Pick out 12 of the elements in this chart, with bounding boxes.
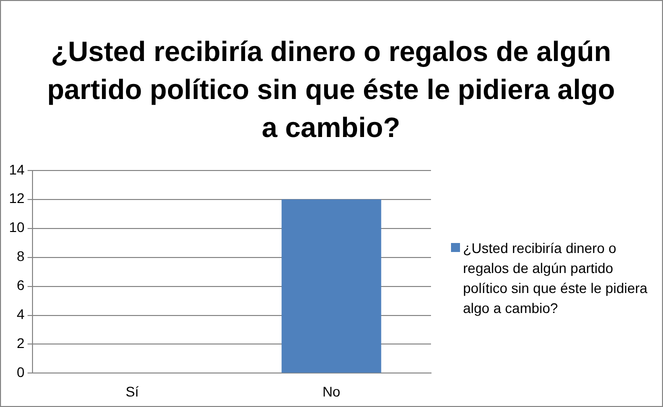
x-tick-label: No: [322, 383, 341, 400]
y-tick-label: 10: [8, 219, 25, 236]
x-tick-label: Sí: [126, 383, 139, 400]
y-tick-label: 4: [16, 306, 25, 322]
y-tick-label: 0: [16, 364, 25, 380]
y-tick-label: 2: [16, 335, 25, 352]
legend-label: ¿Usted recibiría dinero o regalos de algún partido político sin que éste le pidiera algo a cambio?: [463, 239, 648, 318]
chart-title: ¿Usted recibiría dinero o regalos de algún partido político sin que éste le pidiera algo a cambio?: [46, 35, 616, 145]
y-tick-label: 12: [8, 190, 25, 206]
y-tick-label: 6: [16, 277, 25, 294]
y-tick-label: 8: [16, 248, 25, 264]
y-tick-label: 14: [8, 161, 25, 178]
